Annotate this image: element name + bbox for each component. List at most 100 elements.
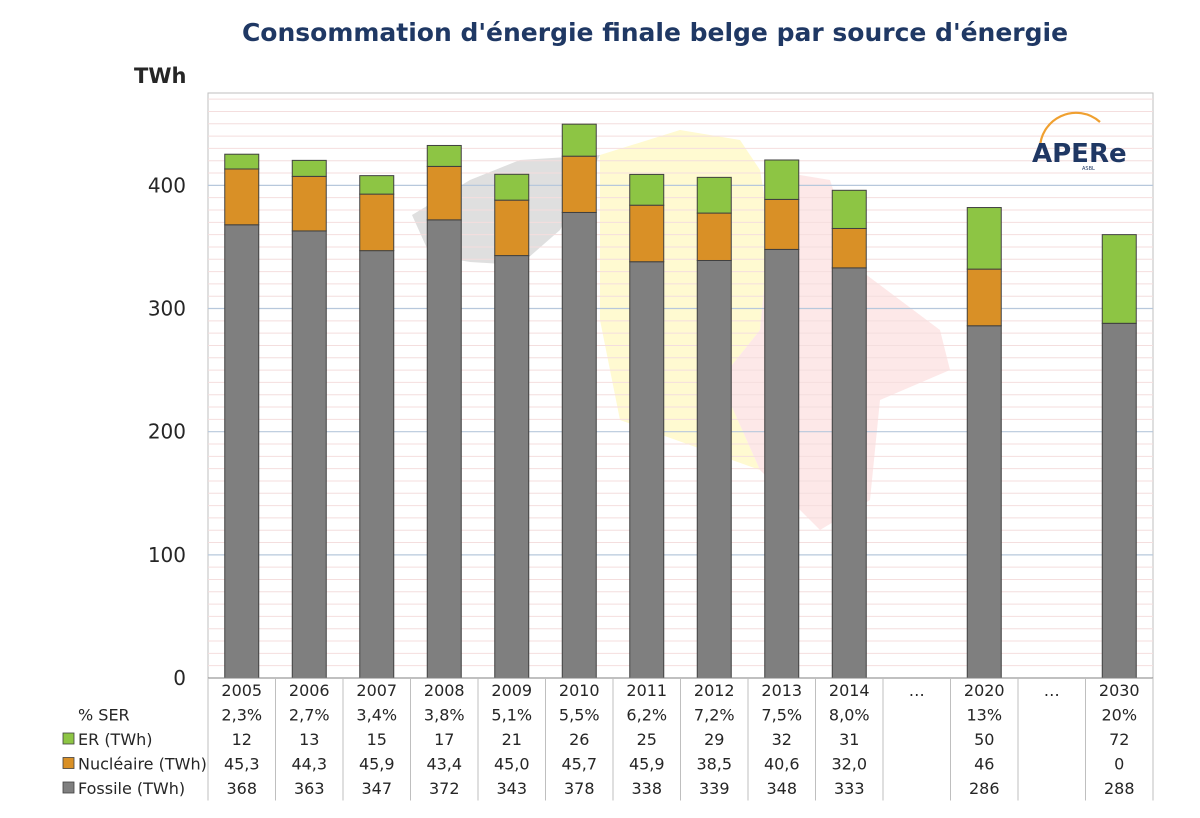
data-label-nucleaire: 0	[1114, 755, 1124, 774]
bar-segment-fossile	[426, 219, 462, 679]
data-label-er: 17	[434, 730, 454, 749]
data-label-ser: 7,5%	[761, 706, 802, 725]
legend-swatch-er	[62, 732, 75, 745]
logo-wordmark: APERe	[1032, 139, 1127, 169]
x-tick-label: 2008	[424, 681, 465, 700]
data-label-ser: 2,3%	[221, 706, 262, 725]
legend-label-nucleaire: Nucléaire (TWh)	[78, 755, 207, 774]
data-label-ser: 7,2%	[694, 706, 735, 725]
bar-segment-nucleaire	[291, 175, 327, 232]
bar-segment-er	[426, 144, 462, 167]
bar-segment-fossile	[696, 259, 732, 679]
x-tick-label: 2020	[964, 681, 1005, 700]
data-label-nucleaire: 45,9	[359, 755, 395, 774]
chart-title: Consommation d'énergie finale belge par …	[241, 18, 1069, 47]
bar-segment-fossile	[291, 230, 327, 679]
y-axis-unit-label: TWh	[134, 64, 187, 88]
bar-segment-er	[224, 153, 260, 170]
y-tick-label: 300	[148, 297, 186, 321]
y-tick-label: 100	[148, 543, 186, 567]
bar-segment-fossile	[764, 248, 800, 679]
axes: 0 100 200 300 400	[148, 173, 1153, 690]
data-label-ser: 8,0%	[829, 706, 870, 725]
data-label-er: 31	[839, 730, 859, 749]
data-label-er: 29	[704, 730, 724, 749]
bar-segment-er	[359, 175, 395, 195]
data-label-fossile: 333	[834, 779, 865, 798]
data-label-er: 12	[232, 730, 252, 749]
data-label-nucleaire: 45,9	[629, 755, 665, 774]
x-tick-label: 2005	[221, 681, 262, 700]
bar-segment-fossile	[494, 255, 530, 679]
data-label-er: 50	[974, 730, 994, 749]
x-tick-label: 2014	[829, 681, 870, 700]
data-label-nucleaire: 45,7	[561, 755, 597, 774]
data-label-er: 72	[1109, 730, 1129, 749]
bar-segment-er	[831, 189, 867, 229]
data-label-fossile: 363	[294, 779, 325, 798]
y-tick-label: 400	[148, 173, 186, 197]
data-label-fossile: 286	[969, 779, 1000, 798]
bar-segment-nucleaire	[966, 268, 1002, 327]
data-label-nucleaire: 46	[974, 755, 994, 774]
x-tick-label: 2013	[761, 681, 802, 700]
bar-segment-nucleaire	[224, 168, 260, 226]
data-label-ser: 5,5%	[559, 706, 600, 725]
logo-arc	[1038, 111, 1101, 151]
data-label-ser: 20%	[1101, 706, 1137, 725]
data-label-er: 25	[637, 730, 657, 749]
data-label-ser: 3,8%	[424, 706, 465, 725]
data-label-er: 15	[367, 730, 387, 749]
bar-segment-nucleaire	[696, 212, 732, 261]
data-label-fossile: 372	[429, 779, 460, 798]
data-label-nucleaire: 38,5	[696, 755, 732, 774]
data-table: 2005 2006 2007 2008 2009 2010 2011 2012 2013 2014…	[62, 678, 1154, 801]
bar-segment-er	[966, 207, 1002, 270]
data-label-nucleaire: 44,3	[291, 755, 327, 774]
bar-segment-fossile	[561, 211, 597, 679]
x-tick-label: 2007	[356, 681, 397, 700]
bars	[224, 123, 1137, 679]
data-label-fossile: 368	[226, 779, 257, 798]
legend-swatch-fossile	[62, 781, 75, 794]
bar-segment-er	[629, 173, 665, 206]
x-tick-label: 2012	[694, 681, 735, 700]
data-label-ser: 5,1%	[491, 706, 532, 725]
bar-segment-fossile	[224, 224, 260, 679]
data-label-nucleaire: 45,3	[224, 755, 260, 774]
data-label-ser: 2,7%	[289, 706, 330, 725]
bar-segment-fossile	[966, 325, 1002, 679]
bar-segment-nucleaire	[764, 198, 800, 250]
bar-segment-fossile	[1101, 322, 1137, 679]
data-label-nucleaire: 45,0	[494, 755, 530, 774]
data-label-er: 21	[502, 730, 522, 749]
data-label-fossile: 339	[699, 779, 730, 798]
data-label-fossile: 288	[1104, 779, 1135, 798]
bar-segment-er	[1101, 234, 1137, 324]
bar-segment-fossile	[359, 250, 395, 679]
bar-segment-fossile	[831, 267, 867, 679]
data-label-fossile: 347	[361, 779, 392, 798]
data-label-er: 32	[772, 730, 792, 749]
logo-subtext: ASBL	[1082, 166, 1095, 172]
bar-segment-nucleaire	[629, 204, 665, 263]
x-tick-label: 2010	[559, 681, 600, 700]
x-tick-label: …	[1044, 681, 1060, 700]
legend-swatch-nucleaire	[62, 757, 75, 769]
bar-segment-er	[696, 176, 732, 214]
data-label-er: 13	[299, 730, 319, 749]
bar-segment-nucleaire	[831, 227, 867, 269]
legend-label-ser: % SER	[78, 706, 130, 725]
x-tick-label: 2011	[626, 681, 667, 700]
bar-segment-er	[764, 159, 800, 200]
data-label-fossile: 348	[766, 779, 797, 798]
data-label-nucleaire: 43,4	[426, 755, 462, 774]
data-label-nucleaire: 32,0	[831, 755, 867, 774]
legend-label-fossile: Fossile (TWh)	[78, 779, 185, 798]
data-label-fossile: 338	[631, 779, 662, 798]
bar-segment-nucleaire	[494, 199, 530, 257]
data-label-nucleaire: 40,6	[764, 755, 800, 774]
x-tick-label: 2030	[1099, 681, 1140, 700]
